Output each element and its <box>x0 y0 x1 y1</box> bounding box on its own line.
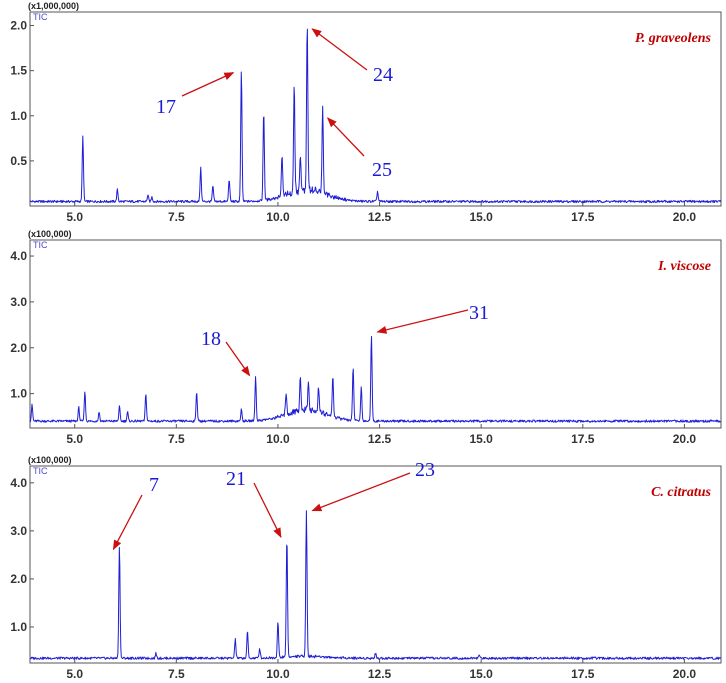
annotation-arrow <box>311 472 411 512</box>
trace-label: TIC <box>33 466 48 476</box>
x-tick-label: 5.0 <box>66 210 83 224</box>
y-tick-label: 3.0 <box>10 524 27 538</box>
y-tick-label: 1.0 <box>10 620 27 634</box>
annotation-arrow <box>376 309 469 334</box>
peak-number-label: 31 <box>469 302 489 324</box>
trace-label: TIC <box>33 240 48 250</box>
x-tick-label: 15.0 <box>470 210 494 224</box>
peak-number-label: 21 <box>226 468 246 490</box>
y-tick-label: 4.0 <box>10 249 27 263</box>
tic-trace <box>29 510 722 660</box>
x-tick-label: 15.0 <box>470 667 494 681</box>
x-tick-label: 17.5 <box>571 210 595 224</box>
x-tick-label: 5.0 <box>66 432 83 446</box>
y-tick-label: 2.0 <box>10 341 27 355</box>
chart-panel-2: (x100,000)TIC I. viscose 1.0 2.0 3.0 4.0 5.0 7.… <box>10 229 722 446</box>
peak-number-label: 17 <box>156 96 176 118</box>
annotation-arrow <box>311 28 368 71</box>
x-tick-label: 12.5 <box>368 210 392 224</box>
species-title: I. viscose <box>657 259 711 274</box>
peak-number-label: 24 <box>373 64 393 86</box>
x-tick-label: 7.5 <box>168 667 185 681</box>
x-tick-label: 7.5 <box>168 432 185 446</box>
x-tick-label: 7.5 <box>168 210 185 224</box>
x-tick-label: 10.0 <box>266 210 290 224</box>
x-tick-label: 17.5 <box>571 432 595 446</box>
scale-label: (x1,000,000) <box>28 1 79 11</box>
y-tick-label: 4.0 <box>10 476 27 490</box>
tic-trace <box>29 335 722 423</box>
annotation-arrow <box>326 117 365 157</box>
trace-label: TIC <box>33 12 48 22</box>
x-tick-label: 10.0 <box>266 432 290 446</box>
y-tick-label: 1.0 <box>10 387 27 401</box>
annotation-arrow <box>112 494 143 551</box>
scale-label: (x100,000) <box>28 229 72 239</box>
annotation-arrow <box>225 341 251 377</box>
y-tick-label: 1.0 <box>10 109 27 123</box>
chart-panel-3: (x100,000)TIC C. citratus 1.0 2.0 3.0 4.0 5.0 7… <box>10 455 722 681</box>
chart-panel-1: (x1,000,000)TIC P. graveolens 0.5 1.0 1.5 2.0… <box>10 1 722 224</box>
x-tick-label: 5.0 <box>66 667 83 681</box>
x-tick-label: 12.5 <box>368 432 392 446</box>
y-tick-label: 2.0 <box>10 19 27 33</box>
y-tick-label: 3.0 <box>10 295 27 309</box>
x-tick-label: 17.5 <box>571 667 595 681</box>
annotation-arrow <box>181 72 235 97</box>
peak-number-label: 23 <box>415 459 435 481</box>
y-tick-label: 1.5 <box>10 64 27 78</box>
plot-frame <box>29 239 722 429</box>
x-tick-label: 12.5 <box>368 667 392 681</box>
species-title: P. graveolens <box>635 31 712 46</box>
plot-frame <box>29 11 722 207</box>
scale-label: (x100,000) <box>28 455 72 465</box>
x-tick-label: 20.0 <box>673 667 697 681</box>
x-tick-label: 20.0 <box>673 210 697 224</box>
x-tick-label: 20.0 <box>673 432 697 446</box>
tic-trace <box>29 28 722 204</box>
peak-number-label: 7 <box>149 474 159 496</box>
annotation-arrow <box>253 482 282 538</box>
species-title: C. citratus <box>651 485 711 500</box>
y-tick-label: 2.0 <box>10 572 27 586</box>
peak-number-label: 18 <box>201 328 221 350</box>
plot-frame <box>29 465 722 664</box>
x-tick-label: 15.0 <box>470 432 494 446</box>
y-tick-label: 0.5 <box>10 154 27 168</box>
peak-number-label: 25 <box>372 159 392 181</box>
x-tick-label: 10.0 <box>266 667 290 681</box>
